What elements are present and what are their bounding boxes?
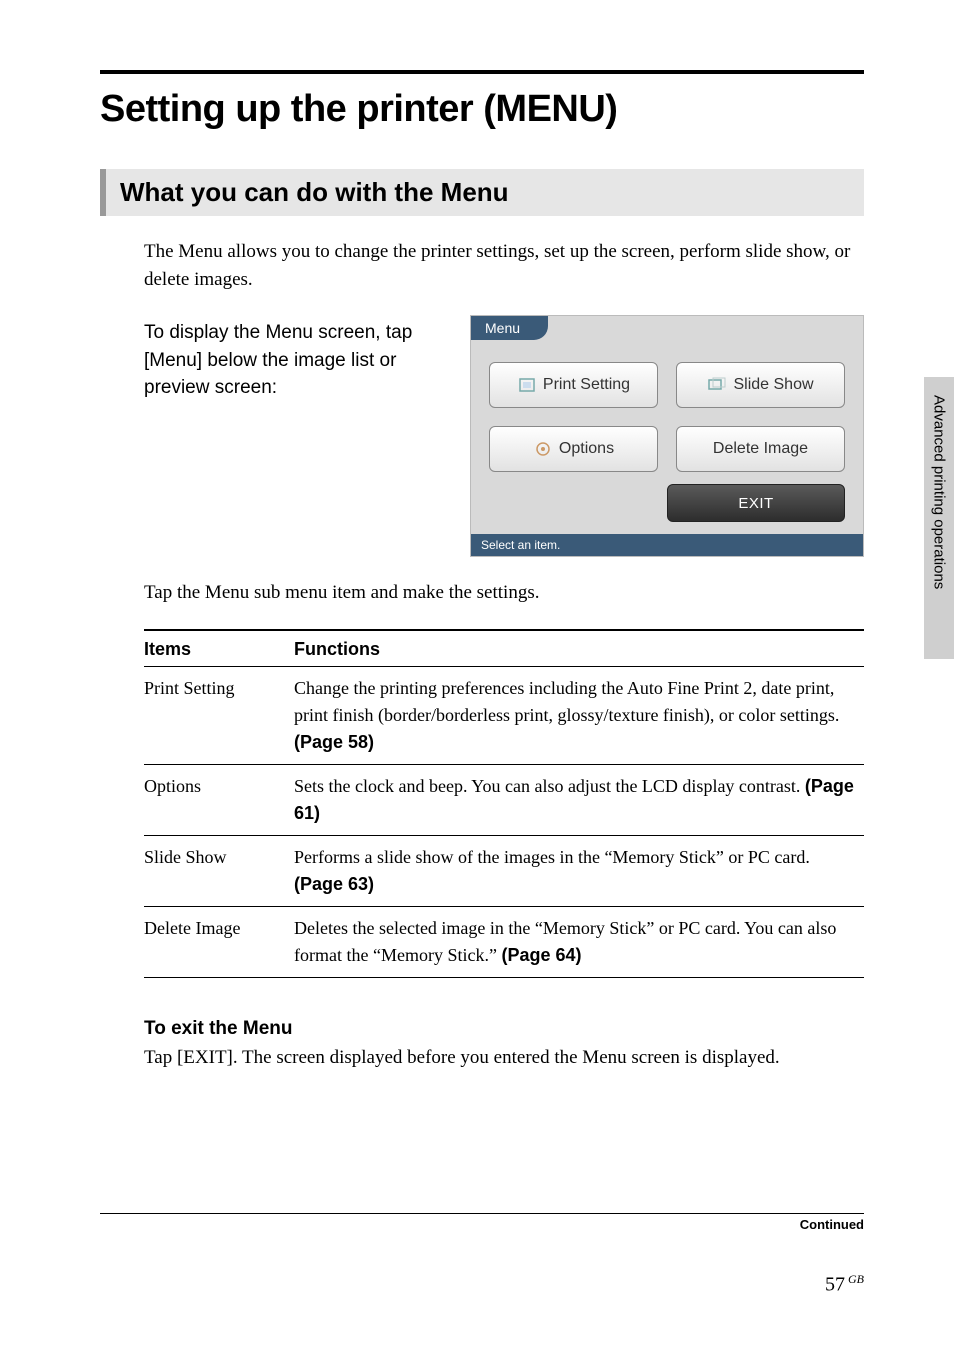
options-label: Options [559, 440, 614, 458]
options-gear-icon [533, 439, 553, 459]
continued-label: Continued [800, 1217, 864, 1232]
page-ref: (Page 58) [294, 732, 374, 752]
cell-item: Slide Show [144, 835, 294, 906]
col-header-functions: Functions [294, 630, 864, 667]
section-bar: What you can do with the Menu [100, 169, 864, 216]
cell-item: Print Setting [144, 666, 294, 764]
exit-body-text: Tap [EXIT]. The screen displayed before … [144, 1044, 864, 1072]
intro-paragraph-2: To display the Menu screen, tap [Menu] b… [144, 315, 446, 402]
cell-item: Options [144, 764, 294, 835]
slide-show-label: Slide Show [733, 376, 813, 394]
page-ref: (Page 63) [294, 874, 374, 894]
col-header-items: Items [144, 630, 294, 667]
delete-image-label: Delete Image [713, 440, 808, 458]
title-bar: Setting up the printer (MENU) [100, 70, 864, 131]
table-row: Slide Show Performs a slide show of the … [144, 835, 864, 906]
options-button[interactable]: Options [489, 426, 658, 472]
menu-screenshot: Menu Print Setting Slide Show [470, 315, 864, 557]
after-menu-paragraph: Tap the Menu sub menu item and make the … [144, 579, 864, 607]
cell-func: Performs a slide show of the images in t… [294, 835, 864, 906]
table-row: Delete Image Deletes the selected image … [144, 906, 864, 977]
table-row: Options Sets the clock and beep. You can… [144, 764, 864, 835]
print-settings-icon [517, 375, 537, 395]
side-tab: Advanced printing operations [924, 377, 954, 659]
slide-show-button[interactable]: Slide Show [676, 362, 845, 408]
menu-tab-label: Menu [471, 316, 548, 340]
slideshow-icon [707, 375, 727, 395]
exit-button[interactable]: EXIT [667, 484, 845, 522]
table-row: Print Setting Change the printing prefer… [144, 666, 864, 764]
cell-func: Deletes the selected image in the “Memor… [294, 906, 864, 977]
footer-rule: Continued [100, 1213, 864, 1232]
print-setting-button[interactable]: Print Setting [489, 362, 658, 408]
page-title: Setting up the printer (MENU) [100, 88, 864, 131]
menu-status-bar: Select an item. [471, 534, 863, 556]
page-number: 57 GB [825, 1272, 864, 1297]
functions-table: Items Functions Print Setting Change the… [144, 629, 864, 978]
cell-func: Change the printing preferences includin… [294, 666, 864, 764]
print-setting-label: Print Setting [543, 376, 630, 394]
delete-image-button[interactable]: Delete Image [676, 426, 845, 472]
cell-func: Sets the clock and beep. You can also ad… [294, 764, 864, 835]
exit-sub-heading: To exit the Menu [144, 1018, 864, 1040]
page-suffix: GB [845, 1272, 864, 1286]
section-heading: What you can do with the Menu [120, 177, 850, 208]
page-ref: (Page 64) [501, 945, 581, 965]
intro-paragraph-1: The Menu allows you to change the printe… [144, 238, 864, 293]
cell-item: Delete Image [144, 906, 294, 977]
